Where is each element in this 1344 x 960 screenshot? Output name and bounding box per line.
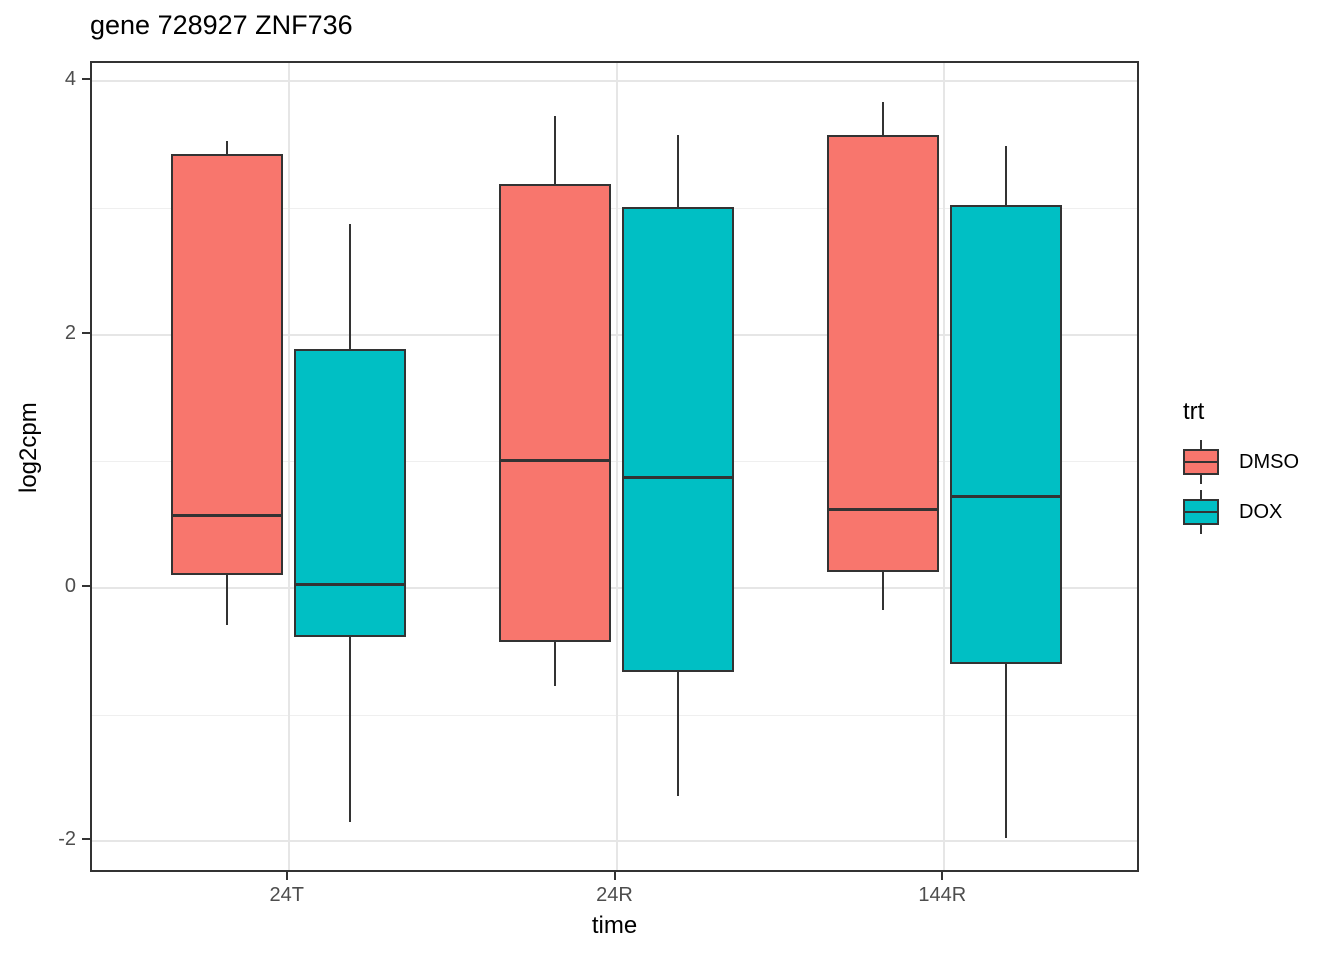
whisker-lower-dmso-144r — [881, 571, 884, 610]
median-dox-24r — [622, 475, 734, 479]
y-axis-title: log2cpm — [15, 402, 42, 493]
gridline-vertical — [943, 63, 946, 870]
x-tick-mark — [613, 872, 616, 880]
y-tick-label: -2 — [58, 828, 76, 851]
gridline-minor — [92, 461, 1137, 463]
whisker-upper-dox-24t — [349, 224, 352, 349]
x-tick-mark — [941, 872, 944, 880]
whisker-upper-dmso-24t — [226, 140, 229, 154]
gridline-major — [92, 80, 1137, 83]
x-axis-title: time — [591, 912, 638, 939]
boxplot-key-icon — [1183, 490, 1219, 534]
y-tick-mark — [82, 78, 90, 81]
gridline-minor — [92, 714, 1137, 716]
y-tick-mark — [82, 838, 90, 841]
y-tick-label: 4 — [64, 68, 76, 91]
boxplot-key-icon — [1183, 440, 1219, 484]
median-dmso-24r — [499, 459, 611, 463]
legend-entry-dmso: DMSO — [1165, 440, 1299, 484]
whisker-lower-dox-144r — [1004, 664, 1007, 838]
key-median — [1183, 461, 1219, 463]
x-tick-mark — [285, 872, 288, 880]
legend-entry-dox: DOX — [1165, 490, 1299, 534]
y-tick-label: 2 — [64, 321, 76, 344]
key-median — [1183, 511, 1219, 513]
y-tick-label: 0 — [64, 575, 76, 597]
x-tick-label: 24T — [269, 884, 304, 906]
plot-panel — [90, 61, 1139, 872]
gridline-major — [92, 840, 1137, 843]
gridline-vertical — [287, 63, 290, 870]
box-dmso-144r — [826, 134, 939, 572]
median-dox-24t — [294, 583, 407, 587]
plot-title: gene 728927 ZNF736 — [90, 10, 353, 40]
whisker-lower-dmso-24r — [554, 642, 556, 686]
box-dox-144r — [949, 205, 1062, 664]
legend-label: DMSO — [1239, 450, 1299, 473]
x-tick-label: 144R — [918, 884, 967, 906]
box-dmso-24t — [171, 153, 284, 576]
gridline-major — [92, 587, 1137, 589]
whisker-upper-dmso-144r — [881, 101, 884, 135]
median-dmso-144r — [826, 508, 939, 512]
whisker-lower-dox-24t — [349, 637, 352, 823]
median-dmso-24t — [171, 513, 284, 517]
legend: trt DMSO DOX — [1165, 398, 1299, 540]
gridline-minor — [92, 207, 1137, 209]
gridline-major — [92, 333, 1137, 336]
legend-title: trt — [1183, 398, 1205, 425]
whisker-upper-dox-24r — [677, 134, 679, 207]
box-dox-24t — [294, 348, 407, 638]
legend-label: DOX — [1239, 500, 1283, 523]
median-dox-144r — [949, 494, 1062, 498]
whisker-upper-dox-144r — [1004, 145, 1007, 206]
box-dox-24r — [622, 206, 734, 672]
whisker-lower-dox-24r — [677, 671, 679, 796]
x-tick-label: 24R — [596, 884, 633, 906]
y-tick-mark — [82, 585, 90, 587]
whisker-upper-dmso-24r — [554, 115, 556, 184]
whisker-lower-dmso-24t — [226, 575, 229, 625]
y-tick-mark — [82, 331, 90, 334]
gridline-vertical — [615, 63, 618, 870]
box-dmso-24r — [499, 183, 611, 643]
